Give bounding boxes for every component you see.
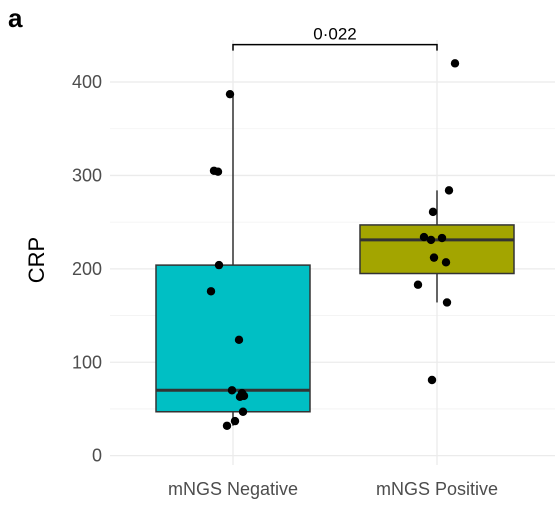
- x-axis-ticks: mNGS Negative mNGS Positive: [168, 479, 498, 499]
- y-tick-label: 300: [72, 165, 102, 185]
- data-point: [227, 386, 237, 395]
- data-point: [206, 287, 216, 296]
- data-point: [225, 89, 235, 99]
- data-point: [235, 392, 245, 402]
- y-tick-label: 200: [72, 259, 102, 279]
- significance-bracket: [232, 43, 438, 51]
- data-point: [213, 167, 223, 176]
- data-point: [214, 260, 224, 270]
- box: [359, 224, 515, 275]
- data-point: [442, 298, 452, 307]
- data-point: [426, 235, 436, 245]
- data-point: [437, 233, 447, 243]
- data-point: [238, 407, 248, 416]
- data-point: [441, 258, 451, 267]
- data-point: [427, 375, 437, 385]
- p-value-label: 0·022: [313, 25, 356, 44]
- data-point: [222, 421, 232, 430]
- data-point: [413, 280, 423, 289]
- data-point: [444, 186, 454, 195]
- significance-annotation: 0·022: [232, 25, 438, 51]
- data-point: [419, 232, 429, 242]
- data-point: [230, 416, 240, 426]
- y-tick-label: 400: [72, 72, 102, 92]
- y-axis-ticks: 0 100 200 300 400: [72, 72, 102, 466]
- y-tick-label: 0: [92, 446, 102, 466]
- x-tick-label: mNGS Positive: [376, 479, 498, 499]
- data-point: [450, 59, 460, 68]
- data-point: [234, 335, 244, 345]
- panel-label: a: [8, 3, 23, 33]
- data-point: [429, 253, 439, 262]
- y-axis-title: CRP: [24, 237, 49, 283]
- y-tick-label: 100: [72, 352, 102, 372]
- data-points: [206, 59, 460, 430]
- data-point: [428, 207, 438, 217]
- x-tick-label: mNGS Negative: [168, 479, 298, 499]
